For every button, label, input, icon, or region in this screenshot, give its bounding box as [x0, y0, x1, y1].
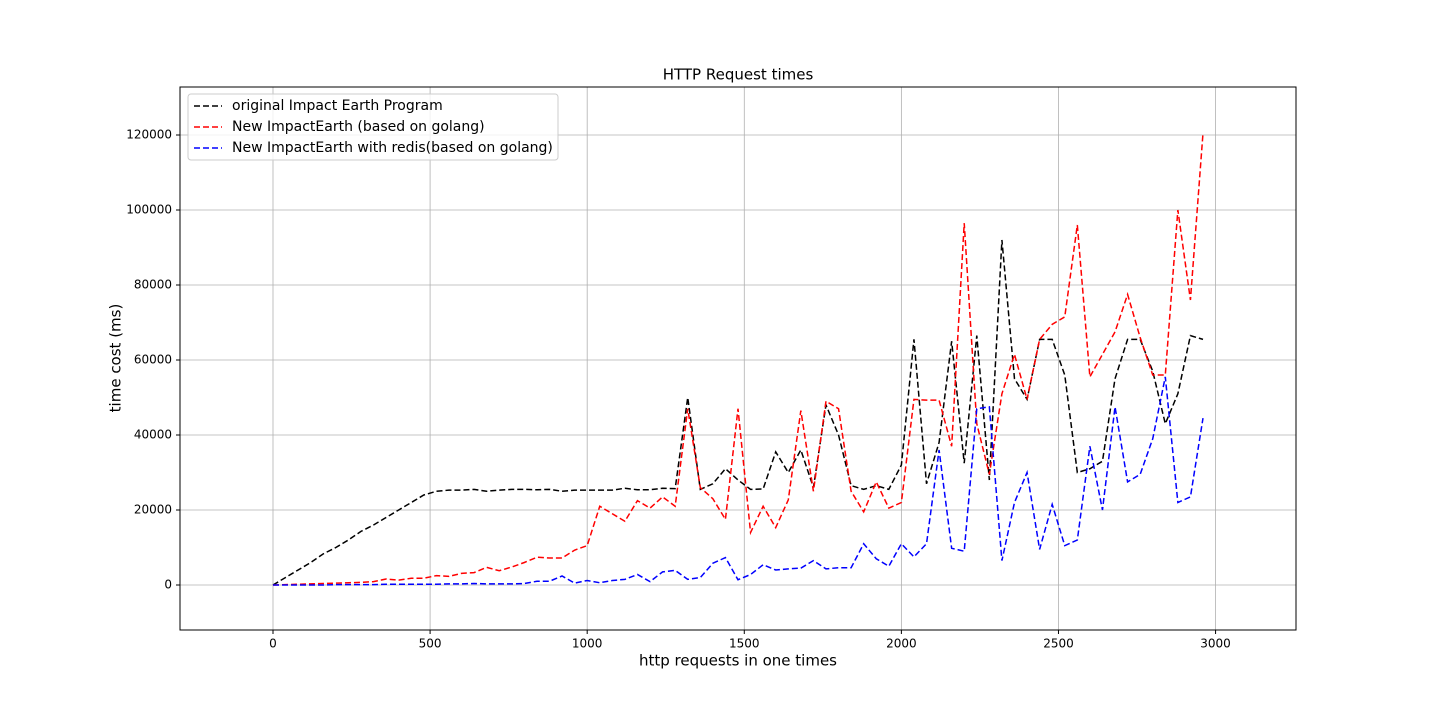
data-line	[272, 133, 1204, 586]
plot-frame	[179, 86, 1297, 631]
data-line	[272, 239, 1204, 586]
x-tick-label: 3000	[1200, 637, 1231, 651]
y-tick-label: 60000	[134, 353, 172, 367]
chart-title: HTTP Request times	[663, 66, 814, 84]
legend-label: New ImpactEarth (based on golang)	[232, 119, 485, 135]
x-axis-label: http requests in one times	[639, 652, 837, 670]
x-tick-label: 2500	[1043, 637, 1074, 651]
x-tick-label: 0	[269, 637, 277, 651]
y-tick-label: 120000	[126, 128, 172, 142]
y-axis-label: time cost (ms)	[107, 304, 125, 413]
y-tick-label: 40000	[134, 428, 172, 442]
y-tick-label: 100000	[126, 203, 172, 217]
legend-label: original Impact Earth Program	[232, 98, 443, 114]
x-tick-label: 500	[419, 637, 442, 651]
legend-box	[187, 93, 559, 161]
y-tick-label: 80000	[134, 278, 172, 292]
x-tick-label: 1000	[572, 637, 603, 651]
legend-label: New ImpactEarth with redis(based on gola…	[232, 140, 553, 156]
y-tick-label: 0	[164, 578, 172, 592]
x-tick-label: 1500	[729, 637, 760, 651]
data-line	[273, 376, 1204, 586]
y-tick-label: 20000	[134, 503, 172, 517]
x-tick-label: 2000	[886, 637, 917, 651]
